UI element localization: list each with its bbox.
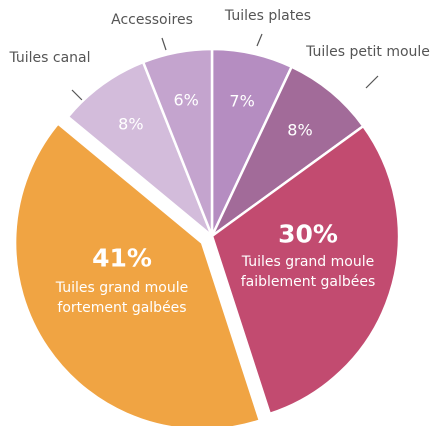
leader-line (365, 75, 379, 89)
leader-line (256, 33, 263, 47)
pie-slice (210, 124, 401, 416)
slice-name: Tuiles plates (224, 8, 312, 24)
slice-name: Tuiles grand moule faiblement galbées (240, 254, 376, 290)
slice-name: Accessoires (111, 12, 193, 28)
pie-slice (66, 60, 214, 237)
slice-name: Tuiles petit moule (306, 44, 430, 60)
slice-percent: 7% (229, 91, 255, 111)
slice-percent: 41% (92, 243, 152, 273)
slice-percent: 6% (173, 90, 199, 110)
pie-slice (13, 121, 262, 426)
pie-slice (141, 47, 214, 237)
slice-percent: 8% (118, 114, 144, 134)
slice-percent: 8% (287, 120, 313, 140)
pie-slice (210, 65, 366, 238)
slice-name: Tuiles canal (9, 50, 91, 66)
leader-line (161, 37, 167, 51)
slice-percent: 30% (278, 219, 338, 249)
slice-name: Tuiles grand moule fortement galbées (55, 280, 189, 316)
